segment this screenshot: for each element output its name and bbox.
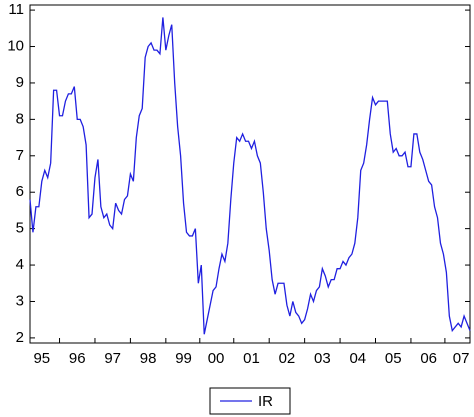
- x-tick-label: 98: [140, 350, 157, 367]
- x-tick-label: 00: [208, 350, 225, 367]
- y-tick-label: 5: [16, 220, 24, 237]
- x-tick-label: 99: [175, 350, 192, 367]
- x-tick-label: 07: [453, 350, 470, 367]
- x-tick-label: 04: [349, 350, 366, 367]
- y-tick-label: 7: [16, 147, 24, 164]
- x-tick-label: 03: [314, 350, 331, 367]
- legend-box: [209, 387, 291, 415]
- x-tick-label: 05: [385, 350, 402, 367]
- y-tick-label: 4: [16, 256, 24, 273]
- y-tick-label: 3: [16, 292, 24, 309]
- y-tick-label: 11: [8, 1, 24, 18]
- x-tick-label: 96: [69, 350, 86, 367]
- x-tick-label: 02: [279, 350, 296, 367]
- y-tick-label: 8: [16, 110, 24, 127]
- y-tick-label: 9: [16, 74, 24, 91]
- plot-frame: [29, 4, 471, 344]
- x-tick-label: 95: [33, 350, 50, 367]
- y-tick-label: 2: [16, 329, 24, 346]
- legend-label: IR: [258, 393, 273, 410]
- x-tick-label: 01: [243, 350, 260, 367]
- line-series: [29, 17, 471, 335]
- y-tick-label: 6: [16, 183, 24, 200]
- y-tick-label: 10: [7, 37, 24, 54]
- x-tick-label: 06: [420, 350, 437, 367]
- x-tick-label: 97: [104, 350, 121, 367]
